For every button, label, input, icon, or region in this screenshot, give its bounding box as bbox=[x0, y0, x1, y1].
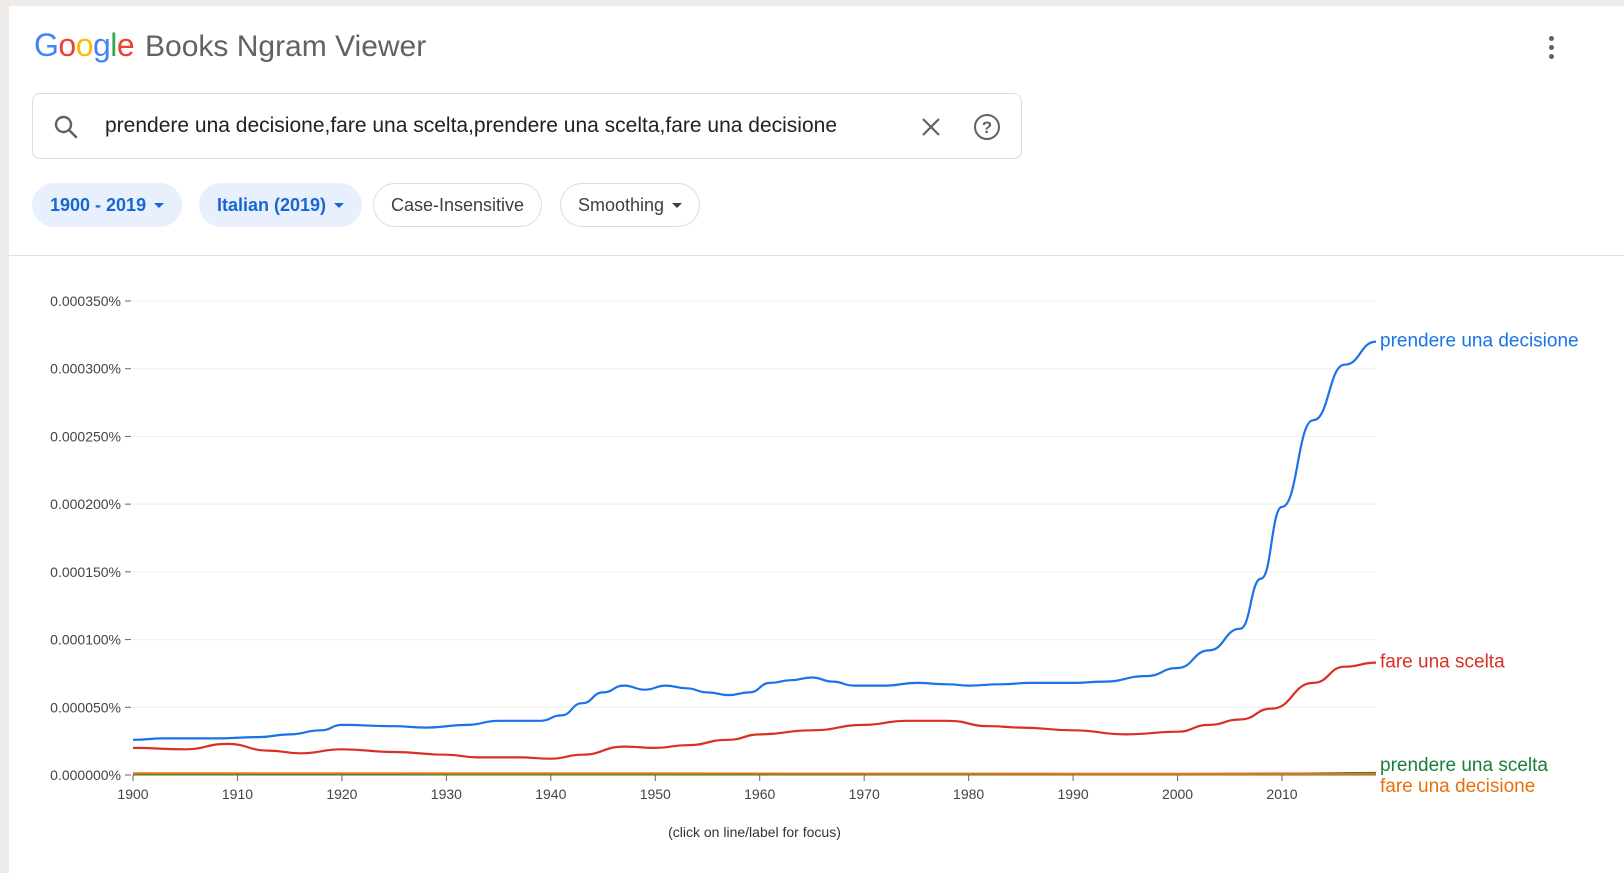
series-label: prendere una scelta bbox=[1380, 755, 1548, 776]
smoothing-filter[interactable]: Smoothing bbox=[560, 183, 701, 227]
x-tick-label: 1960 bbox=[744, 786, 775, 802]
x-tick-label: 1940 bbox=[535, 786, 566, 802]
divider bbox=[9, 255, 1624, 256]
series-line bbox=[132, 340, 1377, 741]
chevron-down-icon bbox=[334, 202, 345, 208]
y-tick-label: 0.000000% bbox=[50, 767, 121, 783]
case-insensitive-toggle[interactable]: Case-Insensitive bbox=[373, 183, 543, 227]
x-tick-label: 2010 bbox=[1266, 786, 1297, 802]
corpus-filter[interactable]: Italian (2019) bbox=[199, 183, 363, 227]
smoothing-label: Smoothing bbox=[578, 195, 665, 215]
series-line bbox=[132, 772, 1377, 775]
series-line bbox=[132, 661, 1377, 760]
x-tick-label: 1970 bbox=[849, 786, 880, 802]
search-input[interactable]: prendere una decisione,fare una scelta,p… bbox=[105, 114, 837, 137]
chart-footnote: (click on line/label for focus) bbox=[668, 824, 841, 840]
x-tick-label: 1950 bbox=[640, 786, 671, 802]
app-title: Books Ngram Viewer bbox=[145, 30, 427, 63]
series-label: fare una decisione bbox=[1380, 776, 1535, 797]
x-tick-label: 1990 bbox=[1058, 786, 1089, 802]
corpus-label: Italian (2019) bbox=[217, 195, 327, 215]
y-tick-label: 0.000150% bbox=[50, 564, 121, 580]
y-tick-label: 0.000250% bbox=[50, 428, 121, 444]
x-tick-label: 1910 bbox=[222, 786, 253, 802]
chevron-down-icon bbox=[154, 202, 165, 208]
x-tick-label: 2000 bbox=[1162, 786, 1193, 802]
series-label: fare una scelta bbox=[1380, 652, 1505, 673]
google-logo[interactable]: Google bbox=[34, 27, 135, 63]
ngram-page: Google Books Ngram Viewer prendere una d… bbox=[9, 6, 1624, 873]
search-box[interactable]: prendere una decisione,fare una scelta,p… bbox=[32, 93, 1022, 159]
svg-text:?: ? bbox=[982, 118, 992, 137]
y-tick-label: 0.000050% bbox=[50, 699, 121, 715]
year-range-filter[interactable]: 1900 - 2019 bbox=[32, 183, 183, 227]
y-tick-label: 0.000100% bbox=[50, 632, 121, 648]
chevron-down-icon bbox=[672, 202, 683, 208]
y-tick-label: 0.000300% bbox=[50, 361, 121, 377]
case-label: Case-Insensitive bbox=[391, 195, 525, 215]
x-tick-label: 1930 bbox=[431, 786, 462, 802]
year-range-label: 1900 - 2019 bbox=[50, 195, 147, 215]
y-tick-label: 0.000350% bbox=[50, 293, 121, 309]
close-icon[interactable] bbox=[919, 115, 943, 139]
x-tick-label: 1980 bbox=[953, 786, 984, 802]
series-label: prendere una decisione bbox=[1380, 331, 1579, 352]
more-vert-icon[interactable] bbox=[1543, 36, 1559, 66]
ngram-chart: 0.000000% 0.000050% 0.000100% 0.000150% 0.00… bbox=[50, 293, 1579, 840]
y-tick-label: 0.000200% bbox=[50, 496, 121, 512]
x-tick-label: 1900 bbox=[117, 786, 148, 802]
search-icon bbox=[54, 115, 78, 139]
x-tick-label: 1920 bbox=[326, 786, 357, 802]
help-icon[interactable]: ? bbox=[973, 113, 1001, 141]
